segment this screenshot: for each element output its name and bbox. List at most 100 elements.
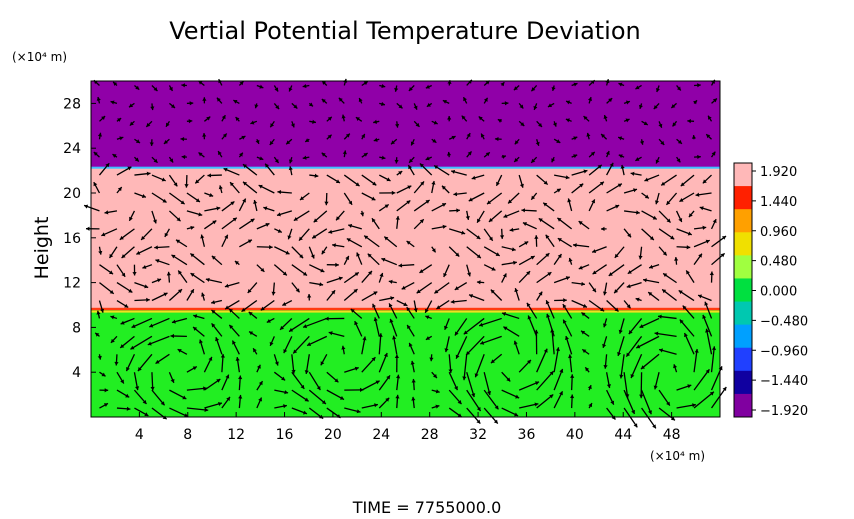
wind-arrow-348 — [518, 241, 529, 248]
wind-arrow-87 — [361, 356, 376, 373]
wind-arrow-271 — [416, 282, 433, 294]
wind-arrow-591 — [355, 116, 363, 122]
wind-arrow-241 — [536, 291, 543, 301]
wind-arrow-105 — [673, 364, 678, 373]
wind-arrow-557 — [390, 138, 398, 145]
wind-arrow-539 — [710, 151, 716, 158]
wind-arrow-387 — [557, 217, 573, 230]
wind-arrow-444 — [299, 192, 310, 201]
wind-arrow-145 — [110, 335, 118, 344]
wind-arrow-592 — [373, 119, 380, 124]
wind-arrow-460 — [588, 181, 605, 194]
wind-arrow-127 — [429, 354, 434, 362]
wind-arrow-96 — [518, 359, 532, 373]
wind-arrow-389 — [600, 226, 607, 231]
wind-arrow-326 — [121, 246, 135, 259]
wind-arrow-588 — [309, 119, 317, 124]
wind-arrow-254 — [134, 281, 149, 289]
wind-arrow-328 — [154, 245, 170, 250]
wind-arrow-72 — [99, 371, 106, 377]
colorbar-label-5: −0.480 — [760, 314, 808, 329]
wind-arrow-491 — [495, 174, 503, 187]
wind-arrow-647 — [711, 98, 718, 104]
wind-arrow-235 — [424, 300, 433, 314]
wind-arrow-575 — [705, 133, 712, 140]
wind-arrow-399 — [151, 210, 157, 224]
wind-arrow-381 — [466, 228, 481, 240]
wind-arrow-113 — [177, 348, 188, 355]
colorbar-label-4: 0.000 — [760, 285, 797, 300]
wind-arrow-207 — [562, 303, 573, 319]
wind-arrow-427 — [641, 210, 658, 220]
y-tick-label-0: 4 — [72, 365, 81, 381]
wind-arrow-521 — [394, 157, 399, 164]
wind-arrow-307 — [419, 264, 433, 274]
wind-arrow-402 — [204, 206, 221, 212]
wind-arrow-434 — [134, 192, 147, 198]
wind-arrow-269 — [388, 279, 397, 284]
wind-arrow-644 — [653, 102, 660, 110]
wind-arrow-38 — [133, 389, 147, 405]
wind-arrow-549 — [255, 138, 260, 145]
wind-arrow-111 — [137, 353, 153, 372]
y-tick-label-2: 12 — [63, 276, 81, 292]
wind-arrow-561 — [466, 132, 471, 140]
wind-arrow-652 — [168, 85, 174, 92]
x-tick-label-3: 16 — [276, 427, 294, 443]
wind-arrow-428 — [658, 210, 672, 223]
wind-arrow-581 — [186, 119, 193, 124]
wind-arrow-150 — [192, 326, 205, 337]
wind-arrow-345 — [466, 246, 482, 259]
wind-arrow-274 — [476, 280, 485, 285]
wind-arrow-672 — [513, 84, 520, 91]
wind-arrow-223 — [210, 299, 223, 305]
wind-arrow-484 — [378, 174, 391, 182]
wind-arrow-193 — [302, 317, 328, 329]
wind-arrow-18 — [411, 396, 416, 409]
wind-arrow-529 — [530, 156, 538, 164]
colorbar-label-8: −1.920 — [760, 404, 808, 419]
wind-arrow-305 — [381, 257, 397, 266]
wind-arrow-37 — [116, 389, 130, 398]
wind-arrow-141 — [658, 348, 677, 355]
wind-arrow-534 — [618, 154, 625, 159]
wind-arrow-431 — [699, 206, 712, 212]
wind-arrow-500 — [644, 174, 660, 182]
wind-arrow-370 — [274, 228, 283, 233]
wind-arrow-548 — [239, 135, 246, 140]
wind-arrow-569 — [600, 133, 608, 140]
colorbar-segment-5 — [734, 278, 752, 303]
wind-arrow-583 — [221, 114, 226, 122]
wind-arrow-622 — [273, 102, 280, 110]
wind-arrow-464 — [654, 192, 660, 205]
wind-arrow-550 — [269, 138, 275, 146]
wind-arrow-321 — [674, 257, 679, 265]
wind-arrow-547 — [221, 133, 228, 140]
wind-arrow-279 — [571, 281, 586, 287]
wind-arrow-341 — [383, 236, 398, 248]
wind-arrow-83 — [291, 371, 305, 390]
wind-arrow-232 — [379, 296, 395, 302]
wind-arrow-606 — [623, 118, 630, 123]
wind-arrow-398 — [128, 210, 136, 222]
wind-arrow-639 — [565, 100, 572, 105]
colorbar-segment-2 — [734, 209, 752, 233]
wind-arrow-386 — [538, 217, 555, 230]
wind-arrow-336 — [308, 246, 315, 259]
wind-arrow-319 — [627, 264, 642, 275]
wind-arrow-292 — [155, 259, 170, 266]
wind-arrow-112 — [155, 353, 170, 365]
lower-interface-band — [91, 307, 720, 311]
wind-arrow-120 — [304, 354, 310, 375]
wind-arrow-118 — [273, 354, 279, 366]
wind-arrow-94 — [483, 372, 492, 396]
wind-arrow-522 — [408, 156, 415, 164]
wind-arrow-115 — [215, 337, 223, 355]
wind-arrow-122 — [341, 345, 346, 355]
wind-arrow-344 — [448, 246, 460, 257]
wind-arrow-496 — [588, 164, 603, 176]
wind-arrow-657 — [256, 84, 264, 89]
wind-arrow-332 — [239, 239, 253, 248]
wind-arrow-147 — [130, 335, 153, 350]
wind-arrow-624 — [308, 102, 314, 107]
